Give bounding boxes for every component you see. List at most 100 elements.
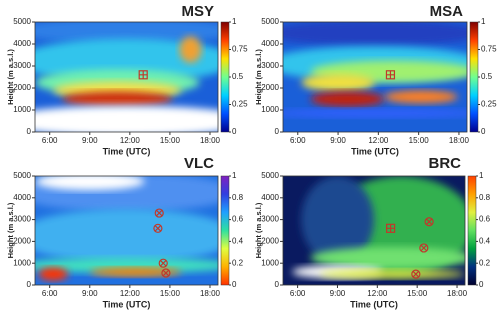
plot-frame <box>34 21 219 133</box>
backdrop <box>35 257 218 274</box>
x-tick-label: 6:00 <box>290 289 306 298</box>
panel-title: BRC <box>429 155 462 172</box>
colorbar <box>467 175 477 286</box>
y-tick-label: 2000 <box>13 83 31 92</box>
y-tick-label: 3000 <box>261 215 279 224</box>
colorbar-tick-label: 0 <box>479 280 484 289</box>
y-tick-label: 4000 <box>261 193 279 202</box>
marker <box>424 217 434 227</box>
y-tick-label: 5000 <box>261 17 279 26</box>
plot-frame <box>34 175 219 286</box>
backdrop <box>38 267 68 281</box>
x-tick-label: 9:00 <box>82 136 98 145</box>
colorbar <box>220 21 230 133</box>
backdrop <box>283 108 467 118</box>
y-tick-label: 0 <box>275 127 280 136</box>
y-tick-label: 5000 <box>13 17 31 26</box>
backdrop <box>301 73 376 92</box>
colorbar-tick-label: 0.5 <box>232 72 244 81</box>
y-tick-label: 4000 <box>13 193 31 202</box>
colorbar-tick-label: 0.4 <box>232 237 244 246</box>
panel-title: VLC <box>184 155 214 172</box>
x-tick-label: 15:00 <box>160 289 181 298</box>
marker-ring <box>158 258 168 268</box>
marker-x <box>156 209 163 217</box>
x-tick-label: 12:00 <box>120 289 141 298</box>
x-tick-label: 18:00 <box>200 289 221 298</box>
marker-ring <box>161 268 171 278</box>
colorbar-tick-label: 0.6 <box>479 215 491 224</box>
y-tick-label: 4000 <box>261 39 279 48</box>
backdrop <box>35 208 218 264</box>
colorbar-tick-label: 0.25 <box>481 100 497 109</box>
x-tick-label: 6:00 <box>42 289 58 298</box>
backdrop <box>62 91 173 107</box>
marker-cross <box>386 70 395 79</box>
backdrop <box>310 91 385 107</box>
x-tick-label: 18:00 <box>447 289 468 298</box>
y-tick-label: 1000 <box>13 105 31 114</box>
marker <box>161 268 171 278</box>
marker-x <box>412 270 420 278</box>
colorbar <box>220 175 230 286</box>
x-tick-label: 15:00 <box>409 136 430 145</box>
x-axis-label: Time (UTC) <box>351 146 399 156</box>
colorbar-tick-label: 0 <box>232 127 237 136</box>
marker-x <box>162 269 170 277</box>
backdrop <box>179 36 202 63</box>
marker-ring <box>154 208 164 218</box>
marker-ring <box>153 223 163 233</box>
x-tick-label: 12:00 <box>368 136 389 145</box>
colorbar-tick-label: 0.5 <box>481 72 493 81</box>
plot-frame <box>282 21 468 133</box>
marker <box>385 70 396 80</box>
marker <box>158 258 168 268</box>
colorbar-tick-label: 0 <box>232 280 237 289</box>
x-tick-label: 9:00 <box>82 289 98 298</box>
x-tick-label: 12:00 <box>367 289 388 298</box>
x-tick-label: 15:00 <box>160 136 181 145</box>
marker <box>153 223 163 233</box>
y-axis-label: Height (m a.s.l.) <box>254 49 263 105</box>
heatmap <box>35 176 218 285</box>
marker-x <box>160 259 167 267</box>
heatmap <box>35 22 218 132</box>
x-tick-label: 6:00 <box>290 136 306 145</box>
backdrop <box>301 176 374 264</box>
y-tick-label: 5000 <box>13 171 31 180</box>
marker-cross <box>386 224 395 233</box>
y-axis-label: Height (m a.s.l.) <box>254 202 263 258</box>
colorbar <box>469 21 479 133</box>
x-tick-label: 12:00 <box>120 136 141 145</box>
y-axis-label: Height (m a.s.l.) <box>6 202 15 258</box>
colorbar-tick-label: 0.8 <box>479 193 491 202</box>
y-tick-label: 3000 <box>13 61 31 70</box>
y-tick-label: 3000 <box>13 215 31 224</box>
colorbar-tick-label: 0.2 <box>232 258 244 267</box>
y-tick-label: 0 <box>27 127 32 136</box>
marker-x <box>420 244 428 252</box>
y-tick-label: 5000 <box>261 171 279 180</box>
y-tick-label: 2000 <box>13 237 31 246</box>
colorbar-tick-label: 1 <box>479 171 484 180</box>
colorbar-tick-label: 0.75 <box>232 45 248 54</box>
colorbar-tick-label: 0 <box>481 127 486 136</box>
y-tick-label: 0 <box>27 280 32 289</box>
backdrop <box>89 267 182 277</box>
x-axis-label: Time (UTC) <box>103 146 151 156</box>
panel-title: MSA <box>430 3 464 20</box>
marker-x <box>425 218 433 226</box>
backdrop <box>35 22 218 44</box>
marker <box>138 70 148 80</box>
colorbar-tick-label: 0.2 <box>479 258 491 267</box>
x-tick-label: 6:00 <box>42 136 58 145</box>
colorbar-tick-label: 0.8 <box>232 193 244 202</box>
marker <box>386 223 396 233</box>
marker-cross <box>139 70 148 79</box>
marker-ring <box>411 269 421 279</box>
y-tick-label: 1000 <box>13 258 31 267</box>
marker-ring <box>424 217 434 227</box>
colorbar-tick-label: 0.75 <box>481 45 497 54</box>
